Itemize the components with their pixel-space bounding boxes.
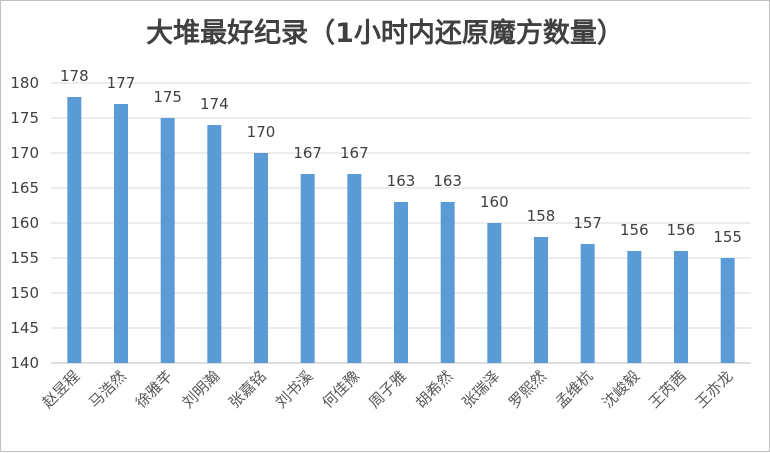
y-tick-label: 140 <box>10 354 39 372</box>
bar <box>674 251 688 363</box>
chart-title: 大堆最好纪录（1小时内还原魔方数量） <box>146 18 624 49</box>
category-label: 胡希然 <box>412 367 457 412</box>
data-label: 155 <box>713 228 742 246</box>
y-tick-label: 175 <box>10 109 39 127</box>
data-label: 157 <box>573 214 602 232</box>
bar <box>207 125 222 363</box>
y-tick-label: 150 <box>10 284 39 302</box>
bar <box>114 104 128 363</box>
data-label: 158 <box>527 207 556 225</box>
y-tick-label: 155 <box>10 249 39 267</box>
data-label: 156 <box>667 221 696 239</box>
data-label: 175 <box>153 88 182 106</box>
category-label: 何佳豫 <box>319 367 364 412</box>
bar <box>67 97 82 363</box>
data-label: 160 <box>480 193 509 211</box>
bar <box>347 174 362 363</box>
category-label: 张瑞泽 <box>459 367 504 412</box>
bar <box>254 153 268 363</box>
bar <box>487 223 502 363</box>
data-label: 178 <box>60 67 89 85</box>
category-label: 徐雅芊 <box>132 367 177 412</box>
y-tick-label: 145 <box>10 319 39 337</box>
bar <box>534 237 548 363</box>
bar <box>720 258 735 363</box>
category-label: 孟维杭 <box>552 367 597 412</box>
data-label: 167 <box>340 144 369 162</box>
bar <box>300 174 315 363</box>
data-label: 177 <box>107 74 136 92</box>
y-tick-label: 165 <box>10 179 39 197</box>
bar <box>160 118 175 363</box>
category-label: 周子雅 <box>365 367 410 412</box>
category-label: 马浩然 <box>85 367 130 412</box>
data-label: 170 <box>247 123 276 141</box>
data-label: 156 <box>620 221 649 239</box>
category-label: 赵昱程 <box>39 367 84 412</box>
data-label: 163 <box>433 172 462 190</box>
y-tick-label: 160 <box>10 214 39 232</box>
bar <box>394 202 408 363</box>
category-label: 刘书溪 <box>272 367 317 412</box>
bar <box>580 244 595 363</box>
y-tick-label: 180 <box>10 74 39 92</box>
data-label: 174 <box>200 95 229 113</box>
data-label: 163 <box>387 172 416 190</box>
category-label: 张嘉铭 <box>225 367 270 412</box>
category-label: 王芮茜 <box>645 367 690 412</box>
category-label: 沈峻毅 <box>599 367 644 412</box>
category-label: 刘明瀚 <box>179 367 224 412</box>
bar <box>440 202 455 363</box>
category-label: 罗熙然 <box>505 367 550 412</box>
bar <box>627 251 642 363</box>
y-tick-label: 170 <box>10 144 39 162</box>
category-label: 王亦龙 <box>692 367 737 412</box>
data-label: 167 <box>293 144 322 162</box>
